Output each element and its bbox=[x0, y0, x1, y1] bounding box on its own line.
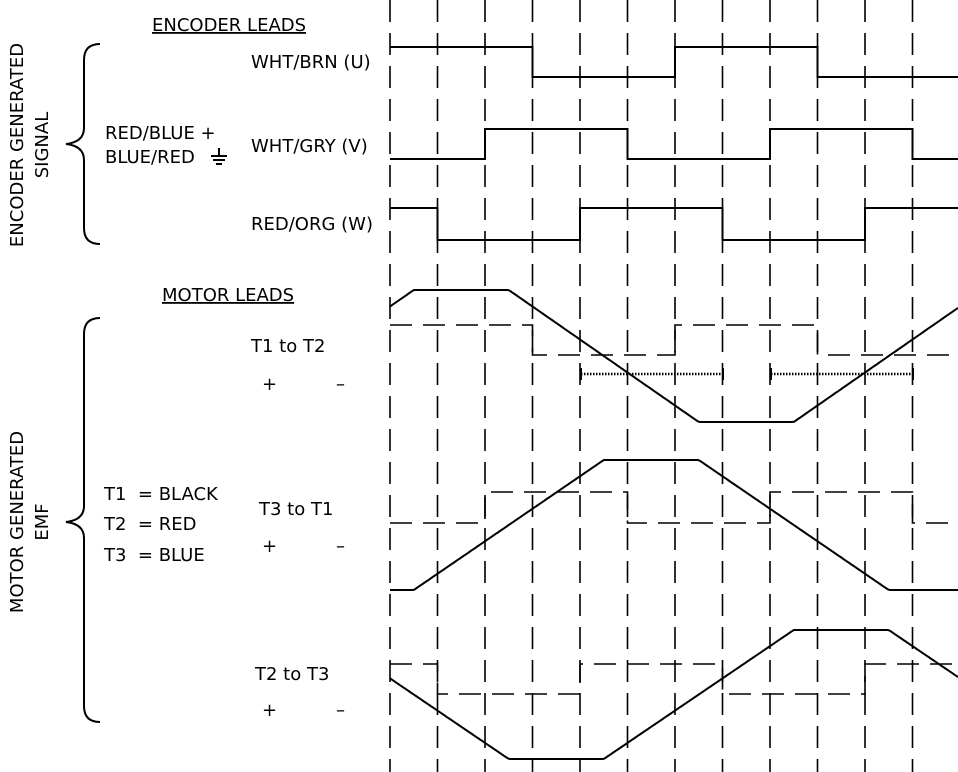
channel-plus-t1-t2: + bbox=[262, 374, 277, 395]
ground-icon bbox=[211, 148, 227, 165]
channel-label-t1-t2: T1 to T2 bbox=[250, 336, 325, 357]
encoder-leads-header: ENCODER LEADS bbox=[152, 15, 306, 36]
power-lead-label: RED/BLUE + bbox=[105, 123, 216, 144]
channel-plus-t2-t3: + bbox=[262, 700, 277, 721]
motor-leads-header: MOTOR LEADS bbox=[162, 285, 294, 306]
emf-wave-t2-t3 bbox=[389, 629, 958, 760]
motor-group-label-line1: MOTOR GENERATED bbox=[7, 431, 28, 613]
signal-label-v: WHT/GRY (V) bbox=[251, 136, 368, 157]
motor-waveforms bbox=[389, 289, 958, 760]
channel-minus-t2-t3: – bbox=[336, 700, 345, 721]
encoder-group-label-line2: SIGNAL bbox=[32, 112, 53, 179]
legend-t3: T3 = BLUE bbox=[103, 545, 205, 566]
emf-wave-t1-t2 bbox=[389, 289, 958, 423]
emf-wave-t3-t1 bbox=[390, 459, 958, 591]
legend-t1: T1 = BLACK bbox=[103, 484, 219, 505]
commutation-level-t3-t1 bbox=[390, 491, 958, 524]
signal-label-u: WHT/BRN (U) bbox=[251, 52, 371, 73]
channel-plus-t3-t1: + bbox=[262, 536, 277, 557]
channel-label-t3-t1: T3 to T1 bbox=[258, 499, 333, 520]
channel-minus-t3-t1: – bbox=[336, 536, 345, 557]
encoder-signal-w bbox=[390, 207, 958, 241]
channel-minus-t1-t2: – bbox=[336, 374, 345, 395]
commutation-level-t1-t2 bbox=[390, 324, 958, 356]
commutation-level-t2-t3 bbox=[390, 663, 958, 695]
encoder-signal-u bbox=[390, 46, 958, 78]
grid-lines bbox=[389, 0, 914, 772]
motor-group-label-line2: EMF bbox=[32, 503, 53, 540]
channel-label-t2-t3: T2 to T3 bbox=[254, 664, 329, 685]
motor-group-brace bbox=[65, 317, 101, 723]
legend-t2: T2 = RED bbox=[103, 514, 196, 535]
ground-lead-label: BLUE/RED bbox=[105, 147, 195, 168]
encoder-signal-v bbox=[390, 128, 958, 160]
encoder-waveforms bbox=[390, 46, 958, 241]
signal-label-w: RED/ORG (W) bbox=[251, 214, 373, 235]
encoder-group-brace bbox=[65, 43, 101, 245]
encoder-group-label-line1: ENCODER GENERATED bbox=[7, 43, 28, 247]
